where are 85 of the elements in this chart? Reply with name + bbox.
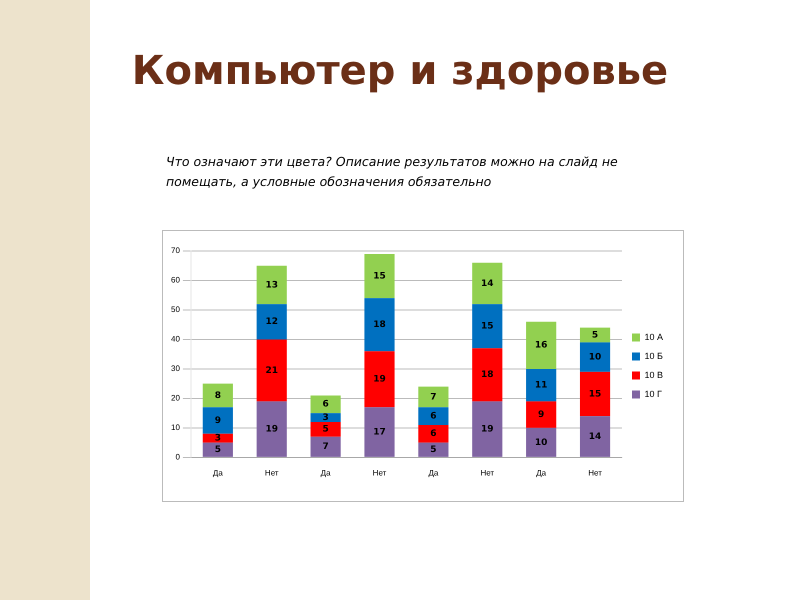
bar bbox=[256, 401, 287, 457]
y-tick-label: 20 bbox=[170, 394, 180, 403]
bar bbox=[202, 407, 233, 434]
bar bbox=[418, 386, 448, 408]
bar bbox=[526, 401, 556, 428]
data-label: 14 bbox=[588, 432, 602, 442]
legend-label: 10 А bbox=[644, 332, 663, 342]
x-tick-label: Нет bbox=[372, 468, 387, 478]
bar bbox=[310, 395, 341, 414]
data-label: 7 bbox=[322, 442, 329, 452]
bar bbox=[580, 416, 610, 457]
bar bbox=[202, 442, 233, 457]
data-label: 11 bbox=[534, 380, 548, 391]
data-label: 7 bbox=[430, 392, 437, 402]
bar bbox=[580, 342, 610, 372]
bar bbox=[472, 348, 502, 402]
legend-label: 10 Б bbox=[644, 350, 663, 361]
data-label: 5 bbox=[214, 445, 221, 456]
data-label: 6 bbox=[322, 400, 329, 410]
data-label: 9 bbox=[538, 410, 544, 420]
data-label: 17 bbox=[373, 427, 386, 438]
data-label: 19 bbox=[481, 424, 494, 434]
bar bbox=[364, 254, 395, 298]
bar bbox=[472, 304, 502, 348]
data-label: 10 bbox=[534, 438, 548, 448]
data-label: 6 bbox=[430, 429, 437, 440]
bar bbox=[310, 413, 341, 422]
bar bbox=[256, 339, 287, 402]
data-label: 19 bbox=[373, 374, 386, 385]
legend-label: 10 Г bbox=[644, 388, 662, 399]
data-label: 15 bbox=[588, 389, 602, 400]
bar bbox=[310, 436, 341, 457]
data-label: 5 bbox=[430, 445, 437, 456]
data-label: 9 bbox=[214, 416, 221, 426]
bar bbox=[364, 407, 395, 457]
y-tick-label: 10 bbox=[170, 423, 180, 432]
chart-subtitle: Что означают эти цвета? Описание результатов можно на слайд не помещать, а условные обозначения обязательно bbox=[166, 153, 619, 191]
bar bbox=[418, 442, 448, 457]
x-tick-label: Да bbox=[428, 468, 439, 478]
data-label: 18 bbox=[481, 370, 494, 380]
bar bbox=[418, 424, 448, 443]
x-tick-label: Да bbox=[320, 468, 332, 478]
y-tick-label: 40 bbox=[170, 334, 180, 344]
data-label: 6 bbox=[430, 411, 437, 422]
bar bbox=[472, 262, 502, 304]
data-label: 18 bbox=[373, 320, 386, 330]
data-label: 8 bbox=[214, 390, 221, 401]
chart-title: Компьютер и здоровье bbox=[130, 48, 670, 94]
data-label: 14 bbox=[481, 278, 494, 289]
bar bbox=[472, 401, 502, 457]
x-tick-label: Нет bbox=[588, 468, 602, 478]
bar bbox=[364, 298, 395, 352]
x-tick-label: Нет bbox=[264, 468, 279, 478]
x-tick-label: Нет bbox=[480, 468, 494, 478]
data-label: 16 bbox=[534, 340, 548, 351]
data-label: 15 bbox=[373, 271, 386, 282]
bar bbox=[202, 384, 233, 408]
data-label: 13 bbox=[265, 280, 278, 290]
data-label: 3 bbox=[214, 434, 221, 444]
bar bbox=[526, 368, 556, 402]
bar bbox=[256, 304, 287, 340]
bar bbox=[526, 428, 556, 457]
bar bbox=[364, 351, 395, 408]
y-tick-label: 60 bbox=[170, 276, 180, 285]
bar bbox=[580, 328, 610, 342]
bar bbox=[580, 372, 610, 416]
bar bbox=[310, 422, 341, 437]
data-label: 5 bbox=[322, 424, 329, 435]
data-label: 12 bbox=[265, 317, 278, 328]
x-tick-label: Да bbox=[536, 468, 547, 478]
bar bbox=[526, 322, 556, 369]
y-tick-label: 30 bbox=[170, 364, 180, 374]
y-tick-label: 70 bbox=[170, 246, 180, 256]
bar bbox=[418, 407, 448, 425]
y-tick-label: 50 bbox=[170, 305, 180, 314]
data-label: 3 bbox=[322, 412, 329, 423]
legend-label: 10 В bbox=[644, 370, 663, 380]
data-label: 21 bbox=[265, 366, 278, 376]
bar bbox=[256, 266, 287, 304]
data-label: 10 bbox=[588, 352, 602, 362]
data-label: 19 bbox=[265, 424, 278, 434]
y-tick-label: 0 bbox=[175, 452, 180, 462]
data-label: 5 bbox=[592, 330, 598, 340]
data-label: 15 bbox=[481, 322, 494, 332]
x-tick-label: Да bbox=[212, 468, 224, 478]
